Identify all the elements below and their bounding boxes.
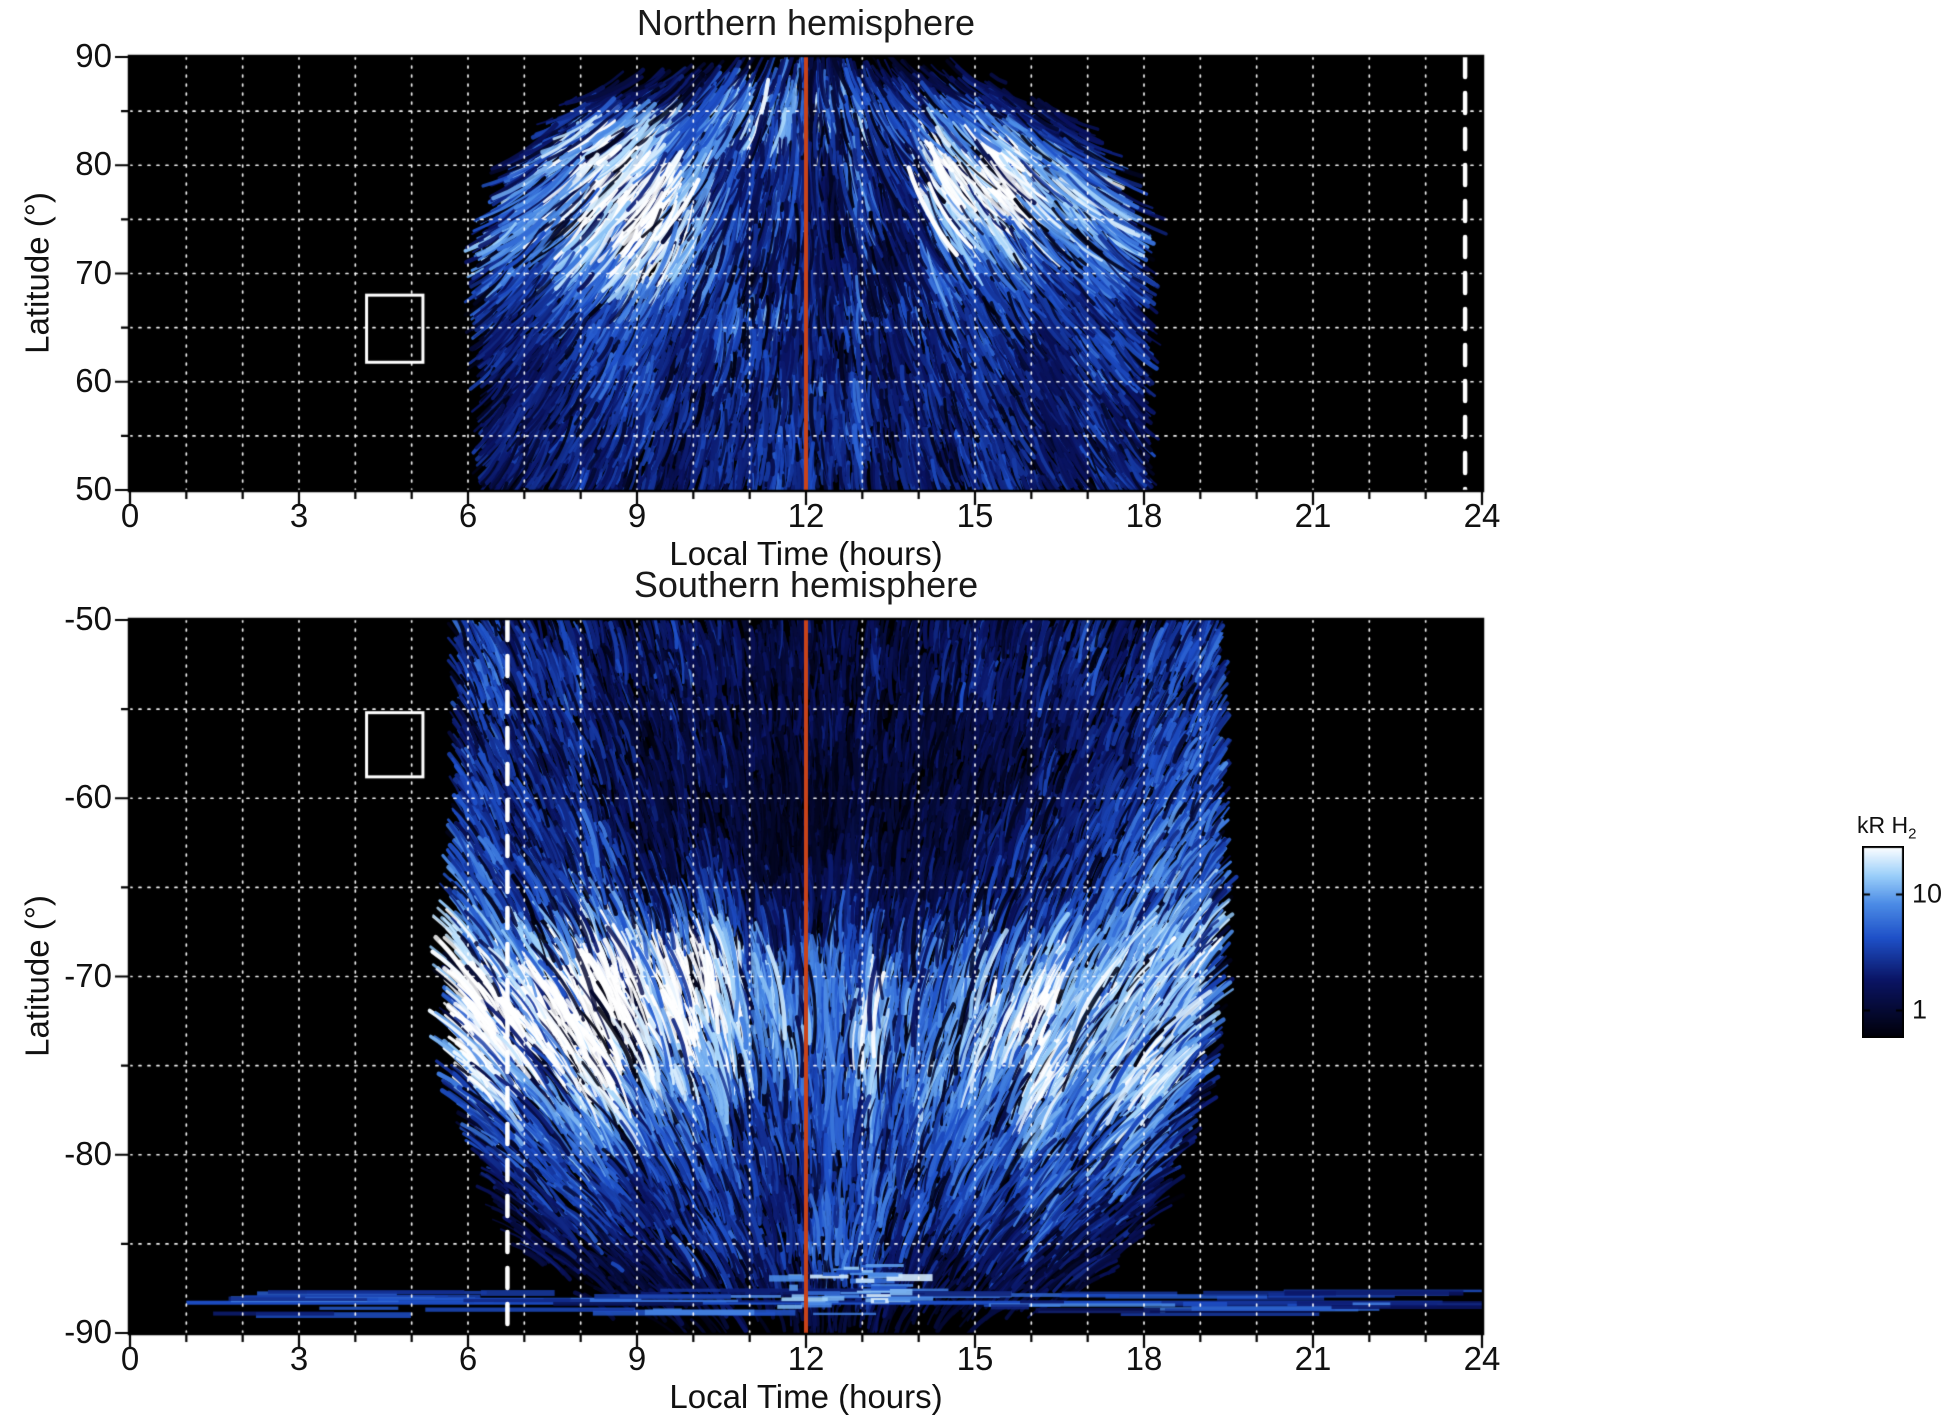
south-y-axis-label: Latitude (°) bbox=[18, 895, 56, 1057]
colorbar-title: kR H2 bbox=[1857, 812, 1916, 843]
x-tick-label: 6 bbox=[458, 1340, 478, 1377]
x-tick-label: 18 bbox=[1125, 1340, 1163, 1377]
y-tick-label: -80 bbox=[64, 1134, 112, 1172]
colorbar-title-subscript: 2 bbox=[1908, 825, 1917, 843]
y-tick-label: 90 bbox=[75, 37, 112, 75]
y-tick-label: -70 bbox=[64, 956, 112, 994]
colorbar-tick-labels: 10 1 bbox=[1912, 846, 1950, 1038]
x-tick-label: 15 bbox=[956, 497, 994, 534]
x-tick-label: 0 bbox=[120, 497, 140, 534]
x-tick-label: 12 bbox=[787, 1340, 825, 1377]
colorbar-gradient bbox=[1862, 846, 1904, 1038]
south-y-tick-labels: -50 -60 -70 -80 -90 bbox=[15, 600, 120, 1350]
y-tick-label: 50 bbox=[75, 470, 112, 508]
x-tick-label: 9 bbox=[627, 1340, 647, 1377]
south-panel-title: Southern hemisphere bbox=[633, 564, 979, 605]
north-x-tick-labels: 0 3 6 9 12 15 18 21 24 bbox=[121, 497, 1501, 535]
north-y-axis-label: Latitude (°) bbox=[18, 192, 56, 354]
north-x-axis-label: Local Time (hours) bbox=[669, 535, 943, 572]
x-tick-label: 3 bbox=[289, 1340, 309, 1377]
y-tick-label: 80 bbox=[75, 145, 112, 183]
y-tick-label: 60 bbox=[75, 361, 112, 399]
south-x-axis-label: Local Time (hours) bbox=[669, 1378, 943, 1415]
y-tick-label: -50 bbox=[64, 600, 112, 638]
x-tick-label: 24 bbox=[1463, 1340, 1501, 1377]
x-tick-label: 18 bbox=[1125, 497, 1163, 534]
x-tick-label: 9 bbox=[627, 497, 647, 534]
x-tick-label: 15 bbox=[956, 1340, 994, 1377]
x-tick-label: 24 bbox=[1463, 497, 1501, 534]
north-y-tick-labels: 90 80 70 60 50 bbox=[25, 37, 120, 507]
x-tick-label: 21 bbox=[1294, 1340, 1332, 1377]
y-tick-label: -90 bbox=[64, 1313, 112, 1351]
x-tick-label: 0 bbox=[120, 1340, 140, 1377]
y-tick-label: -60 bbox=[64, 778, 112, 816]
x-tick-label: 6 bbox=[458, 497, 478, 534]
colorbar-title-text: kR H bbox=[1857, 812, 1909, 838]
y-tick-label: 70 bbox=[75, 253, 112, 291]
colorbar-tick-label: 10 bbox=[1912, 878, 1943, 909]
x-tick-label: 12 bbox=[787, 497, 825, 534]
south-heatmap-canvas bbox=[114, 604, 1498, 1349]
x-tick-label: 3 bbox=[289, 497, 309, 534]
north-panel-title: Northern hemisphere bbox=[636, 2, 976, 43]
x-tick-label: 21 bbox=[1294, 497, 1332, 534]
colorbar-tick-label: 1 bbox=[1912, 994, 1928, 1025]
north-heatmap-canvas bbox=[114, 41, 1498, 506]
south-x-tick-labels: 0 3 6 9 12 15 18 21 24 bbox=[121, 1340, 1501, 1378]
